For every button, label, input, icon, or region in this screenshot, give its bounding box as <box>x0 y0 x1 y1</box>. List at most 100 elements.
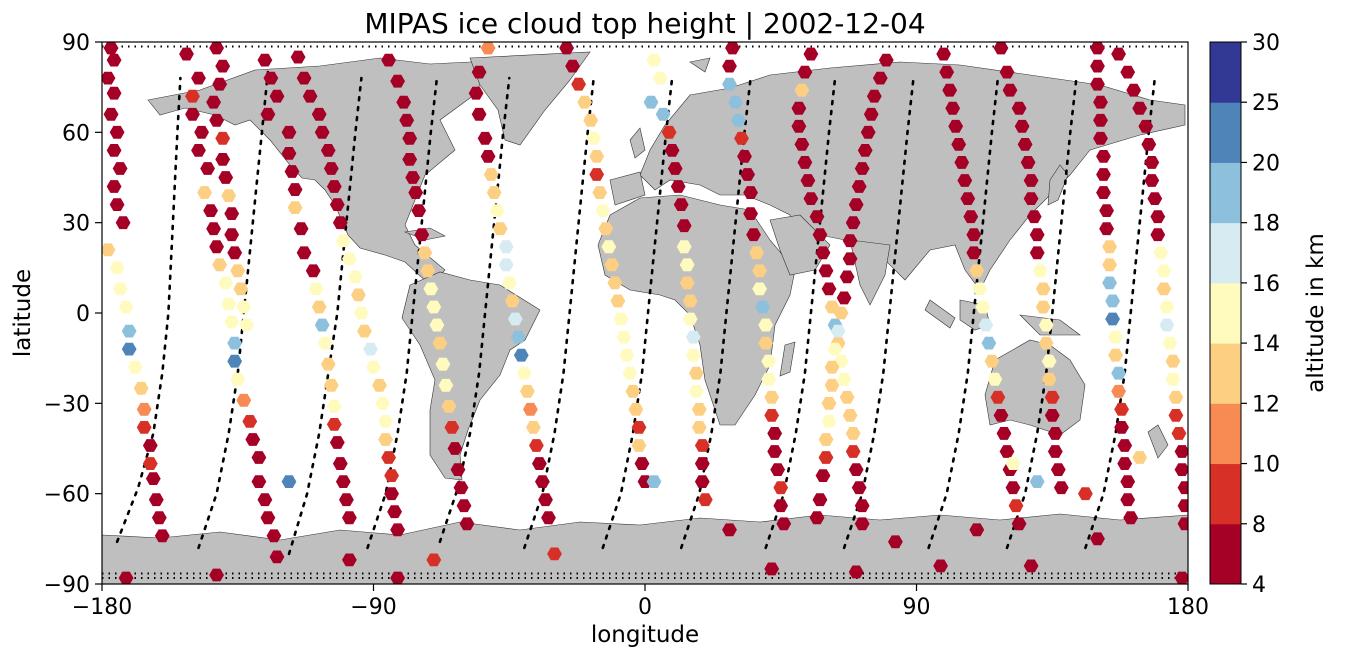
data-point <box>1011 101 1027 115</box>
data-point <box>136 402 152 416</box>
data-point <box>106 144 122 157</box>
data-point <box>287 183 303 196</box>
y-tick-label: −30 <box>44 392 90 417</box>
data-point <box>818 433 834 446</box>
data-point <box>269 89 285 103</box>
data-point <box>498 258 514 272</box>
data-point <box>655 107 671 121</box>
data-point <box>513 348 529 362</box>
colorbar-tick-label: 12 <box>1252 392 1280 417</box>
data-point <box>1105 294 1120 308</box>
data-point <box>1171 427 1187 440</box>
data-point <box>102 71 116 85</box>
data-point <box>559 42 574 55</box>
data-point <box>342 511 357 525</box>
data-point <box>993 42 1009 55</box>
data-point <box>1138 119 1154 133</box>
uk-landmass <box>629 127 646 159</box>
data-point <box>432 336 448 350</box>
x-tick-label: 0 <box>638 595 652 620</box>
data-point <box>332 216 348 230</box>
y-tick-label: −60 <box>44 483 90 508</box>
data-point <box>643 95 659 109</box>
data-point <box>836 372 852 386</box>
data-point <box>842 252 858 266</box>
data-point <box>694 457 710 470</box>
data-point <box>607 276 623 290</box>
data-point <box>335 475 351 488</box>
orbit-track <box>287 76 363 556</box>
data-point <box>1044 390 1060 404</box>
data-point <box>378 415 393 428</box>
colorbar-segment <box>1210 282 1241 344</box>
colorbar-tick-label: 8 <box>1252 513 1266 538</box>
data-point <box>516 366 532 380</box>
data-point <box>797 156 813 169</box>
data-point <box>1132 451 1148 464</box>
data-point <box>1026 210 1042 224</box>
data-point <box>218 276 234 290</box>
data-point <box>830 324 846 338</box>
data-point <box>622 366 638 380</box>
data-point <box>441 399 457 413</box>
data-point <box>646 53 662 67</box>
data-point <box>1165 354 1181 368</box>
new-zealand-landmass <box>1147 424 1169 459</box>
data-point <box>1038 336 1054 350</box>
data-point <box>185 107 200 121</box>
data-point <box>109 125 125 139</box>
data-point <box>694 475 710 488</box>
data-point <box>290 50 306 64</box>
data-point <box>489 204 505 217</box>
chart-title: MIPAS ice cloud top height | 2002-12-04 <box>364 7 925 40</box>
data-point <box>565 59 580 73</box>
data-point <box>737 150 752 163</box>
x-tick-label: 180 <box>1167 595 1209 620</box>
x-tick-label: 90 <box>903 595 931 620</box>
data-point <box>127 360 143 374</box>
y-tick-label: −90 <box>44 573 90 598</box>
colorbar-ticks: 4 8 10 12 14 16 18 20 25 30 <box>1241 31 1280 598</box>
data-point <box>682 294 698 308</box>
colorbar-tick-label: 4 <box>1252 573 1266 598</box>
data-point <box>667 162 683 175</box>
data-point <box>936 47 951 61</box>
data-point <box>251 475 267 488</box>
data-point <box>981 336 997 350</box>
data-point <box>872 71 888 85</box>
data-point <box>1165 372 1181 386</box>
svalbard-landmass <box>689 57 711 73</box>
data-point <box>233 282 249 296</box>
orbit-track <box>601 76 674 550</box>
data-point <box>212 258 228 272</box>
data-point <box>652 71 668 85</box>
data-point <box>631 439 647 452</box>
data-point <box>1029 228 1045 242</box>
data-point <box>827 342 843 356</box>
data-point <box>1047 427 1063 440</box>
data-point <box>221 189 237 202</box>
data-point <box>354 306 369 320</box>
data-point <box>311 300 327 314</box>
data-point <box>453 481 469 495</box>
data-point <box>809 511 825 525</box>
data-point <box>679 276 695 290</box>
data-point <box>1111 47 1126 61</box>
data-point <box>529 439 544 452</box>
data-point <box>1150 228 1166 242</box>
data-point <box>541 511 556 525</box>
data-point <box>990 390 1006 404</box>
data-point <box>266 529 282 543</box>
data-point <box>1014 119 1030 133</box>
data-point <box>969 523 985 537</box>
data-point <box>673 198 689 211</box>
data-point <box>357 324 372 338</box>
colorbar-tick-label: 20 <box>1252 151 1280 176</box>
data-point <box>1102 240 1117 254</box>
data-point <box>218 171 234 184</box>
data-point <box>206 95 221 109</box>
colorbar-tick-label: 30 <box>1252 31 1280 56</box>
data-point <box>670 180 686 193</box>
data-point <box>722 59 737 73</box>
data-point <box>206 222 221 236</box>
